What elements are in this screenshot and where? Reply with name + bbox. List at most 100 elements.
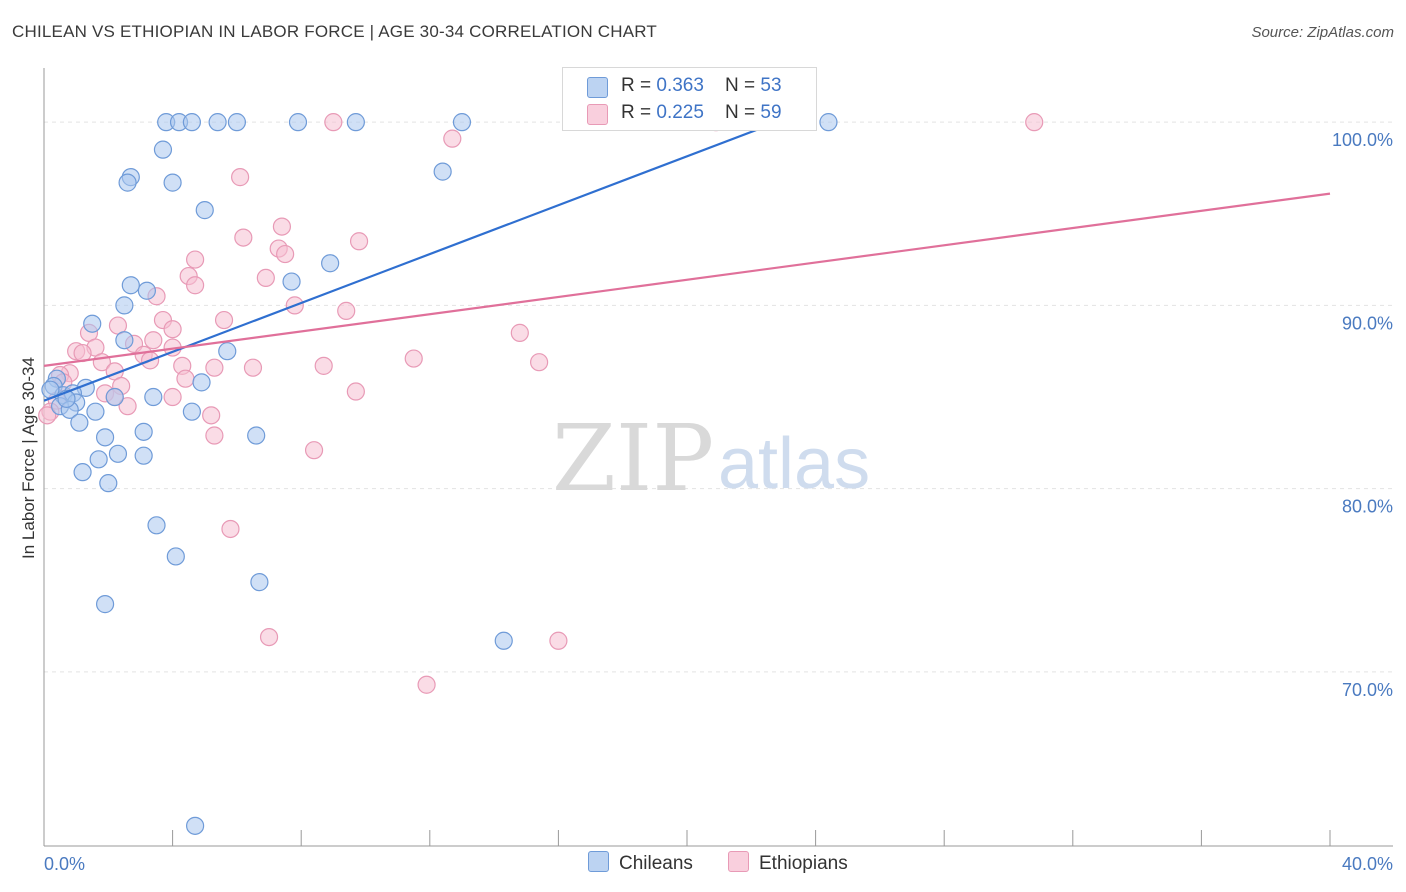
ethiopians-point [186,250,205,269]
ethiopians-point [205,358,224,377]
y-tick-label: 70.0% [1342,680,1393,700]
y-axis-label: In Labor Force | Age 30-34 [19,357,38,559]
chileans-point [182,113,201,132]
chileans-point [134,446,153,465]
ethiopians-point [231,168,250,187]
correlation-legend: R = 0.363 N = 53 R = 0.225 N = 59 [562,67,817,131]
chileans-point [70,413,89,432]
watermark-atlas: atlas [718,424,870,504]
chileans-point [153,140,173,159]
ethiopians-point [346,382,365,401]
chileans-point [433,162,452,181]
ethiopians-point [404,349,423,368]
chileans-point [494,631,513,650]
x-tick-label: 40.0% [1342,854,1393,874]
chileans-point [227,113,246,132]
chileans-point [118,173,137,192]
bottom-legend-ethiopians: Ethiopians [728,851,848,875]
chileans-n-value: 53 [760,75,782,96]
trendlines [43,121,1331,402]
source-label: Source: ZipAtlas.com [1251,24,1394,41]
x-axis-ticks [43,830,1331,846]
ethiopians-point [276,244,295,264]
ethiopians-point [176,369,195,388]
chileans-point [208,113,227,132]
ethiopians-point [259,627,279,647]
ethiopians-point [144,331,163,350]
bottom-legend-chileans-swatch [588,851,609,872]
ethiopians-n-label: N = [725,102,761,123]
watermark-zip: ZIP [552,405,714,512]
chileans-point [134,422,153,441]
ethiopians-point [256,268,275,288]
ethiopians-point [1025,113,1044,132]
chileans-point [73,463,92,482]
chileans-r-label: R = [621,75,657,96]
chileans-point [89,450,108,469]
chileans-point [819,113,838,132]
ethiopians-point [443,129,462,148]
chileans-trendline [43,121,778,402]
chileans-point [250,573,269,592]
chileans-point [163,173,182,192]
ethiopians-point [214,310,234,330]
ethiopians-point [202,406,221,425]
ethiopians-point [530,353,549,372]
chileans-point [121,276,140,295]
chileans-point [147,516,166,535]
chileans-point [247,426,266,445]
x-axis-tick-labels: 0.0% 40.0% [44,854,1393,874]
bottom-legend-ethiopians-label: Ethiopians [759,853,848,874]
chileans-point [166,547,185,566]
ethiopians-point [510,323,529,342]
ethiopians-point [417,675,436,694]
ethiopians-point [186,276,205,295]
chileans-point [186,816,205,835]
ethiopians-swatch [587,104,608,125]
chileans-point [83,314,102,333]
chileans-point [321,254,340,273]
chileans-point [346,113,365,132]
chileans-point [195,201,214,220]
chileans-point [192,373,211,392]
ethiopians-point [349,232,369,251]
chart-title: CHILEAN VS ETHIOPIAN IN LABOR FORCE | AG… [12,22,657,41]
ethiopians-point [272,217,292,236]
chileans-point [115,296,134,315]
chileans-swatch [587,77,608,98]
chileans-point [288,113,308,132]
bottom-legend-chileans: Chileans [588,851,693,875]
chileans-point [115,331,134,350]
chileans-point [218,342,237,361]
ethiopians-point [243,358,263,377]
ethiopians-point [205,426,224,445]
y-tick-label: 90.0% [1342,313,1393,333]
chileans-stats: R = 0.363 N = 53 [621,75,782,97]
chileans-point [99,474,118,493]
ethiopians-point [337,301,356,320]
chileans-n-label: N = [725,75,761,96]
chileans-point [95,428,115,447]
ethiopians-point [234,228,253,247]
chileans-point [86,402,105,421]
ethiopians-point [163,320,182,339]
axes [43,68,1393,847]
chileans-point [105,387,124,407]
chileans-point [137,281,156,300]
chileans-point [144,387,163,407]
x-tick-label: 0.0% [44,854,85,874]
ethiopians-point [304,441,324,460]
ethiopians-r-label: R = [621,102,657,123]
ethiopians-stats: R = 0.225 N = 59 [621,102,782,124]
ethiopians-point [324,113,343,132]
chileans-r-value: 0.363 [656,75,704,96]
ethiopians-n-value: 59 [760,102,782,123]
ethiopians-point [221,519,240,539]
gridlines [44,121,1393,673]
y-tick-label: 80.0% [1342,497,1393,517]
chileans-point [108,444,128,463]
chileans-point [95,595,115,614]
ethiopians-trendline [43,192,1331,367]
ethiopians-point [163,387,182,407]
bottom-legend-ethiopians-swatch [728,851,749,872]
